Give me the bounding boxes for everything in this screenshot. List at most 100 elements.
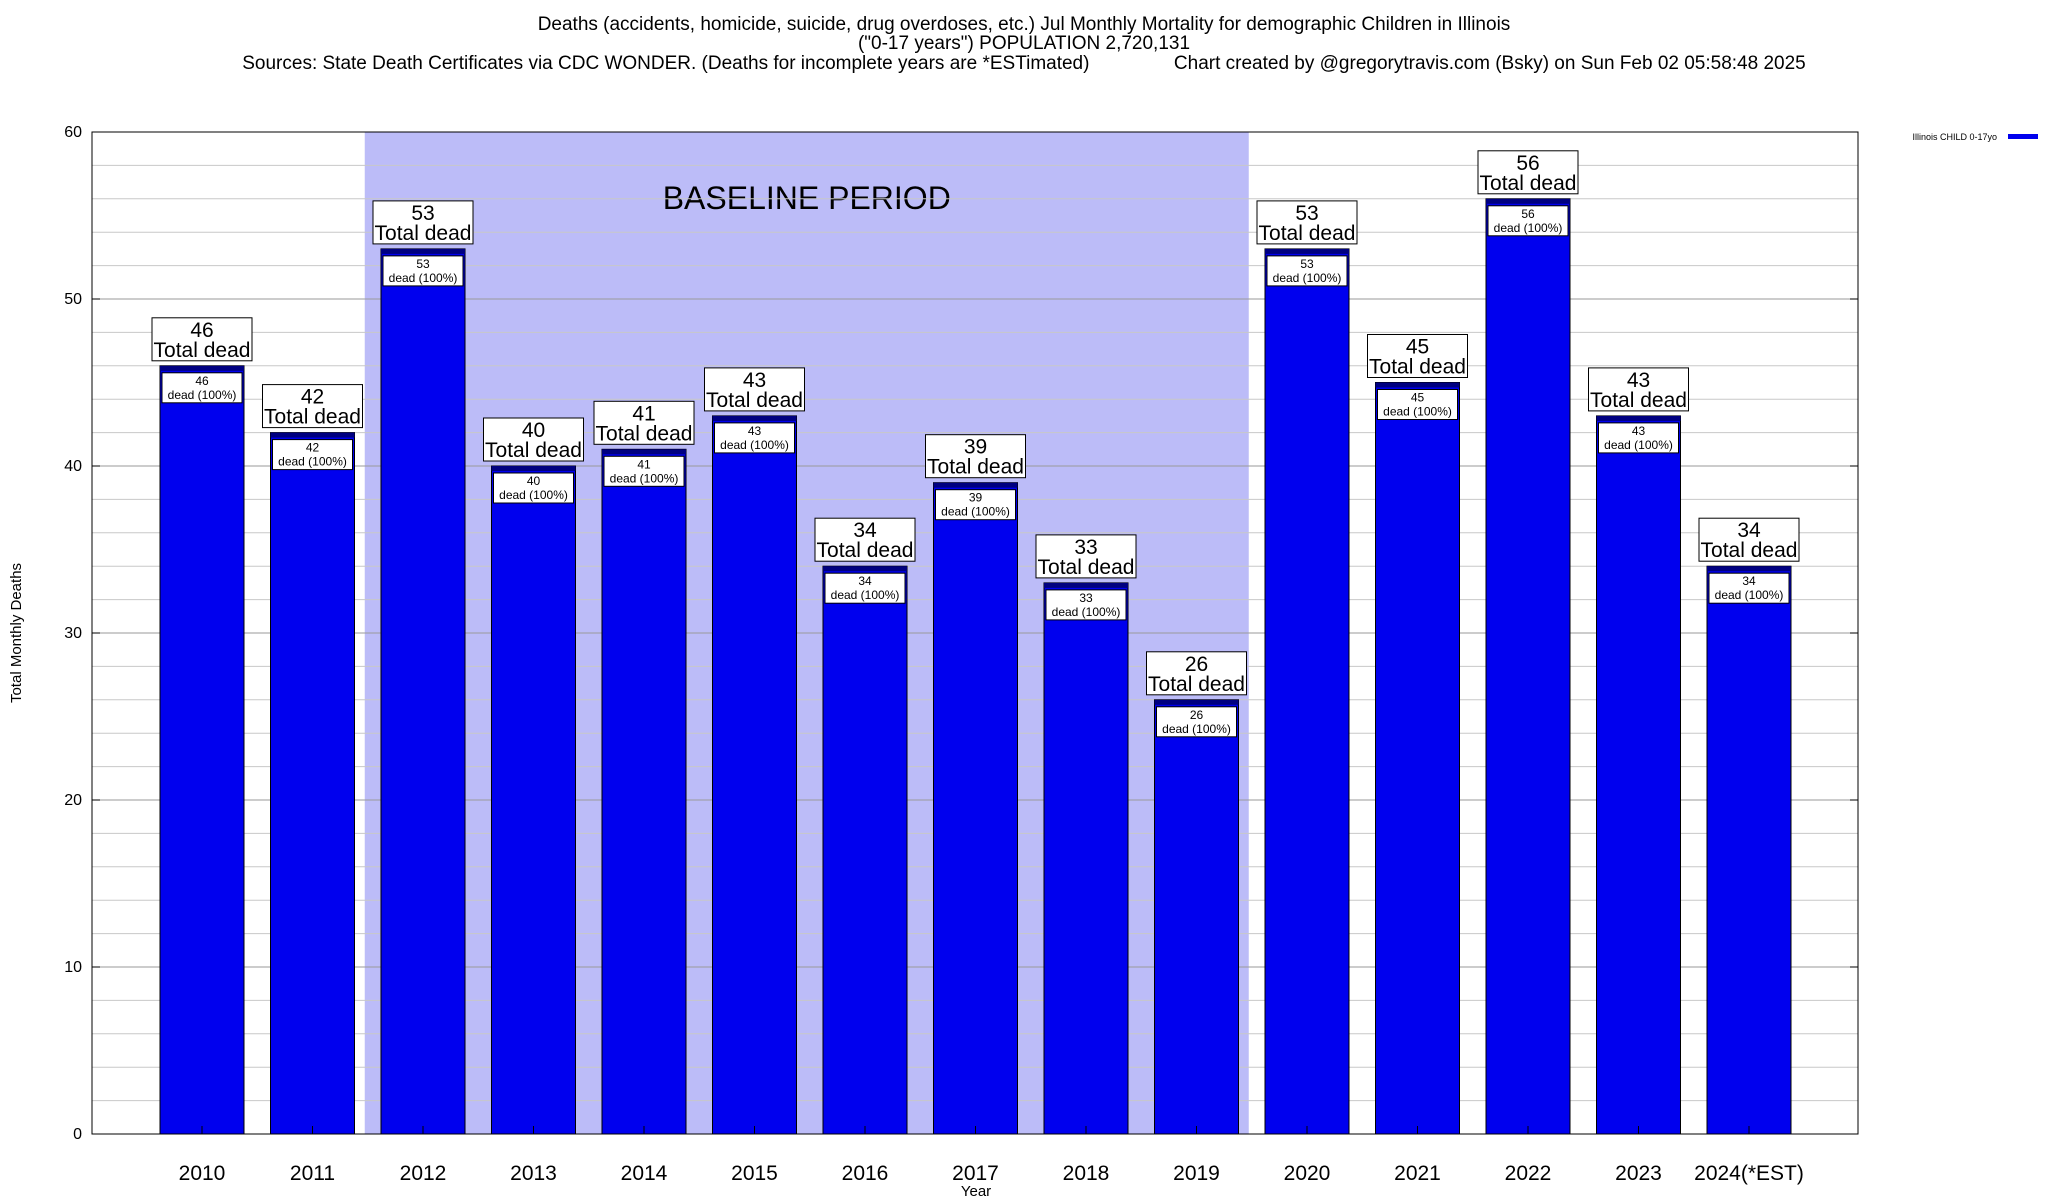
chart-title-line-2: ("0-17 years") POPULATION 2,720,131 — [857, 33, 1191, 54]
x-tick-label: 2012 — [400, 1162, 447, 1185]
bar-2021 — [1375, 382, 1460, 1135]
bar-inner-percent: dead (100%) — [1715, 588, 1784, 602]
bar-total-label-box — [1035, 534, 1137, 579]
x-tick-label: 2020 — [1284, 1162, 1331, 1185]
bar-total-caption: Total dead — [485, 439, 582, 462]
bar-total-label-box — [1367, 334, 1468, 378]
bar-inner-label-box — [1487, 205, 1569, 237]
bar-top-stripe — [712, 415, 797, 421]
bar-2024(*EST) — [1706, 565, 1792, 1135]
bar-total-label-box — [372, 200, 474, 245]
bar-inner-label-box — [714, 422, 795, 454]
bar-inner-value: 42 — [306, 441, 320, 455]
bar-inner-percent: dead (100%) — [168, 388, 237, 402]
bar-top-stripe — [1265, 248, 1349, 254]
bar-inner-percent: dead (100%) — [1273, 271, 1342, 285]
bar-inner-value: 45 — [1411, 391, 1425, 405]
bar-total-value: 34 — [853, 519, 877, 542]
bar-2013 — [491, 465, 576, 1135]
bar-inner-percent: dead (100%) — [278, 455, 347, 469]
bar-inner-percent: dead (100%) — [1383, 405, 1452, 419]
bar-inner-percent: dead (100%) — [1052, 605, 1121, 619]
bar-inner-value: 53 — [416, 257, 430, 271]
chart-title-line-1: Deaths (accidents, homicide, suicide, dr… — [537, 14, 1511, 35]
bar-top-stripe — [1486, 198, 1570, 204]
bar-total-value: 41 — [632, 402, 655, 425]
plot-frame — [91, 131, 1859, 1135]
bar-2019 — [1154, 699, 1239, 1135]
bar-total-label-box — [262, 384, 363, 429]
x-tick-label: 2011 — [290, 1162, 335, 1185]
bar-total-caption: Total dead — [1148, 673, 1245, 696]
bar-top-stripe — [1044, 582, 1128, 588]
bar-inner-label-box — [1708, 572, 1790, 604]
bar-total-caption: Total dead — [817, 539, 914, 562]
bar-inner-label-box — [272, 439, 353, 471]
x-tick-label: 2013 — [510, 1162, 557, 1185]
y-tick-label: 30 — [64, 625, 82, 642]
bar-total-value: 34 — [1737, 519, 1761, 542]
x-tick-label: 2018 — [1063, 1162, 1110, 1185]
y-tick-label: 60 — [64, 124, 82, 141]
legend-label: Illinois CHILD 0-17yo — [1912, 132, 1997, 142]
bar-total-label-box — [1256, 200, 1358, 245]
legend-swatch — [2008, 134, 2038, 139]
bar-total-value: 53 — [411, 202, 434, 225]
bar-top-stripe — [1707, 566, 1791, 572]
y-tick-label: 40 — [64, 458, 82, 475]
y-tick-label: 50 — [64, 291, 82, 308]
legend: Illinois CHILD 0-17yo — [1912, 132, 2038, 142]
bar-inner-percent: dead (100%) — [499, 488, 568, 502]
x-tick-label: 2015 — [731, 1162, 778, 1185]
bar-inner-value: 26 — [1190, 708, 1204, 722]
x-tick-label: 2010 — [179, 1162, 226, 1185]
baseline-period-label: BASELINE PERIOD — [663, 180, 951, 216]
bar-inner-percent: dead (100%) — [941, 505, 1010, 519]
bar-total-caption: Total dead — [1369, 356, 1466, 379]
bar-2022 — [1485, 198, 1571, 1135]
bar-total-caption: Total dead — [706, 389, 803, 412]
bar-total-caption: Total dead — [375, 222, 472, 245]
bar-total-value: 39 — [964, 436, 987, 459]
bar-total-label-box — [1588, 367, 1689, 412]
bar-total-label-box — [151, 317, 253, 362]
bar-total-value: 42 — [301, 386, 324, 409]
bar-inner-percent: dead (100%) — [831, 588, 900, 602]
bar-top-stripe — [602, 449, 686, 455]
bar-inner-label-box — [824, 572, 906, 604]
x-tick-label: 2016 — [842, 1162, 889, 1185]
y-tick-label: 0 — [73, 1126, 82, 1143]
bar-total-label-box — [704, 367, 805, 412]
bar-top-stripe — [381, 248, 465, 254]
bar-inner-value: 39 — [969, 491, 983, 505]
bar-total-value: 53 — [1295, 202, 1318, 225]
bar-total-value: 33 — [1074, 536, 1097, 559]
x-axis-label: Year — [961, 1183, 991, 1200]
bar-top-stripe — [1154, 699, 1239, 705]
bar-inner-label-box — [382, 255, 464, 287]
bar-total-value: 43 — [743, 369, 766, 392]
bar-total-caption: Total dead — [596, 422, 693, 445]
bar-inner-percent: dead (100%) — [1162, 722, 1231, 736]
bar-inner-label-box — [603, 455, 685, 487]
bar-total-caption: Total dead — [1038, 556, 1135, 579]
bar-2015 — [712, 415, 797, 1135]
x-tick-label: 2022 — [1505, 1162, 1552, 1185]
bar-inner-percent: dead (100%) — [610, 471, 679, 485]
bar-total-label-box — [1477, 150, 1579, 195]
x-tick-label: 2024(*EST) — [1694, 1162, 1804, 1185]
bar-total-value: 43 — [1627, 369, 1650, 392]
x-tick-label: 2019 — [1173, 1162, 1220, 1185]
bar-top-stripe — [1596, 415, 1681, 421]
bar-2018 — [1043, 582, 1129, 1135]
bar-inner-percent: dead (100%) — [1494, 221, 1563, 235]
bar-inner-value: 43 — [748, 424, 762, 438]
bar-total-label-box — [1146, 651, 1247, 696]
x-tick-label: 2014 — [621, 1162, 668, 1185]
bar-total-caption: Total dead — [1701, 539, 1798, 562]
bar-total-caption: Total dead — [1480, 172, 1577, 195]
bar-2014 — [601, 448, 687, 1135]
bar-top-stripe — [933, 482, 1018, 488]
bar-top-stripe — [823, 566, 907, 572]
